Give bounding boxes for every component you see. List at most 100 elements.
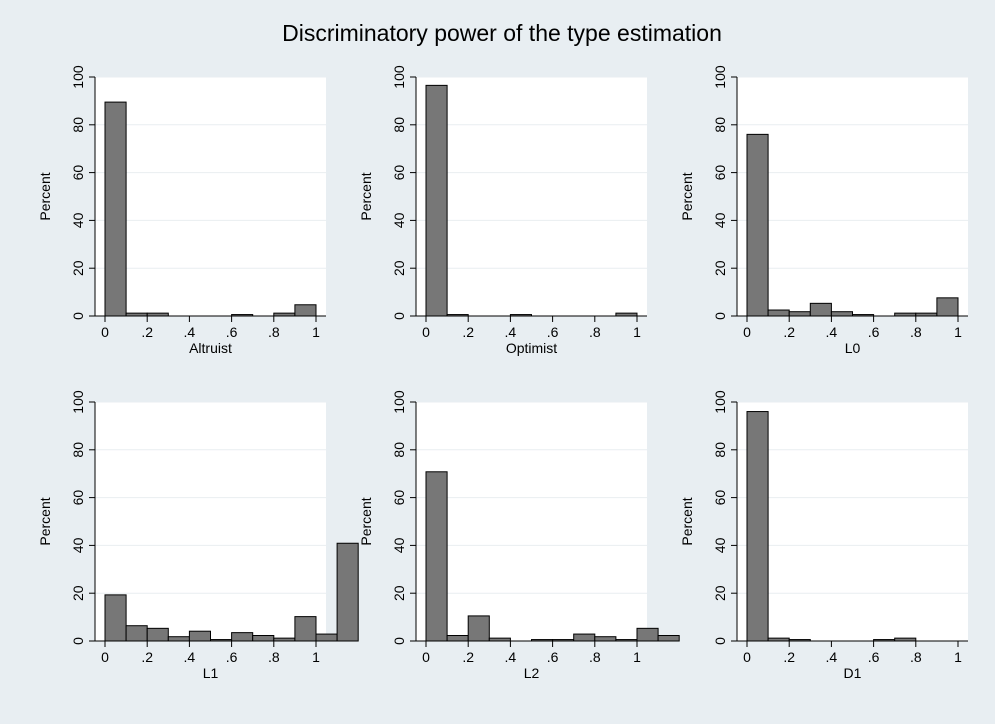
histogram-bar xyxy=(594,636,617,642)
x-tick-label: .2 xyxy=(462,649,474,665)
y-tick-label: 40 xyxy=(712,212,728,228)
plot-area xyxy=(737,402,968,641)
x-tick-label: .4 xyxy=(184,324,196,340)
histogram-bar xyxy=(425,471,448,642)
x-tick-label: .8 xyxy=(268,324,280,340)
x-tick-label: 1 xyxy=(633,324,641,340)
histogram-bar xyxy=(315,633,338,642)
x-tick-label: 0 xyxy=(422,649,430,665)
x-tick-label: .8 xyxy=(589,324,601,340)
x-tick-label: .2 xyxy=(141,649,153,665)
y-axis-label: Percent xyxy=(679,172,695,220)
plot-area xyxy=(416,77,647,316)
y-tick-label: 0 xyxy=(70,312,86,320)
x-tick-label: 1 xyxy=(954,649,962,665)
y-axis-label: Percent xyxy=(37,497,53,545)
histogram-bar xyxy=(425,84,448,317)
y-tick-label: 20 xyxy=(391,260,407,276)
histogram-bar xyxy=(146,627,169,642)
x-tick-label: .6 xyxy=(547,324,559,340)
y-tick-label: 60 xyxy=(712,165,728,181)
y-tick-label: 80 xyxy=(391,117,407,133)
plot-area xyxy=(95,402,326,641)
histogram-bar xyxy=(830,311,854,317)
y-axis-label: Percent xyxy=(358,497,374,545)
y-tick-label: 20 xyxy=(712,260,728,276)
y-tick-label: 60 xyxy=(391,490,407,506)
panel-l2: 0 20 40 60 80 100 0 .2 .4 .6 .8 1 L2 Percent xyxy=(358,390,680,681)
histogram-bar xyxy=(657,635,680,642)
y-tick-label: 80 xyxy=(70,117,86,133)
histogram-bar xyxy=(104,594,127,642)
y-tick-label: 100 xyxy=(712,65,728,89)
y-tick-label: 0 xyxy=(391,637,407,645)
histogram-bar xyxy=(746,133,769,317)
x-tick-label: 1 xyxy=(312,324,320,340)
y-tick-label: 80 xyxy=(391,442,407,458)
x-tick-label: 0 xyxy=(422,324,430,340)
figure-title: Discriminatory power of the type estimat… xyxy=(282,20,722,46)
histogram-bar xyxy=(104,101,127,317)
y-tick-label: 60 xyxy=(70,490,86,506)
y-tick-label: 80 xyxy=(70,442,86,458)
x-tick-label: .4 xyxy=(505,324,517,340)
histogram-bar xyxy=(336,542,359,642)
x-axis-label: L2 xyxy=(524,665,540,681)
y-tick-label: 40 xyxy=(70,212,86,228)
histogram-bar xyxy=(746,411,769,642)
x-tick-label: 0 xyxy=(743,324,751,340)
x-tick-label: .6 xyxy=(226,324,238,340)
x-axis-label: Altruist xyxy=(189,340,232,356)
x-tick-label: .6 xyxy=(868,324,880,340)
x-axis-label: L1 xyxy=(203,665,219,681)
y-tick-label: 20 xyxy=(70,585,86,601)
y-tick-label: 0 xyxy=(712,637,728,645)
x-axis-label: Optimist xyxy=(506,340,557,356)
histogram-bar xyxy=(788,311,811,317)
histogram-bar xyxy=(252,635,275,642)
x-tick-label: .4 xyxy=(826,649,838,665)
x-tick-label: .2 xyxy=(783,324,795,340)
panel-altruist: 0 20 40 60 80 100 0 .2 .4 .6 .8 1 Altruist Percent xyxy=(37,65,326,356)
y-tick-label: 40 xyxy=(391,537,407,553)
histogram-bar xyxy=(446,635,469,642)
x-tick-label: 0 xyxy=(743,649,751,665)
x-tick-label: .4 xyxy=(505,649,517,665)
x-tick-label: .8 xyxy=(589,649,601,665)
y-tick-label: 40 xyxy=(712,537,728,553)
y-tick-label: 0 xyxy=(391,312,407,320)
plot-area xyxy=(737,77,968,316)
y-tick-label: 80 xyxy=(712,442,728,458)
y-tick-label: 20 xyxy=(391,585,407,601)
x-tick-label: 0 xyxy=(101,649,109,665)
histogram-bar xyxy=(188,630,211,642)
x-tick-label: .6 xyxy=(547,649,559,665)
x-tick-label: .8 xyxy=(910,324,922,340)
histogram-bar xyxy=(936,297,959,317)
histogram-bar xyxy=(294,304,317,317)
x-tick-label: .8 xyxy=(268,649,280,665)
x-tick-label: .2 xyxy=(141,324,153,340)
y-tick-label: 20 xyxy=(70,260,86,276)
plot-area xyxy=(416,402,647,641)
panel-l0: 0 20 40 60 80 100 0 .2 .4 .6 .8 1 L0 Percent xyxy=(679,65,968,356)
x-tick-label: 1 xyxy=(954,324,962,340)
y-tick-label: 60 xyxy=(70,165,86,181)
x-tick-label: .4 xyxy=(184,649,196,665)
x-tick-label: 1 xyxy=(633,649,641,665)
x-tick-label: .4 xyxy=(826,324,838,340)
y-tick-label: 0 xyxy=(70,637,86,645)
histogram-bar xyxy=(767,309,790,317)
y-axis-label: Percent xyxy=(358,172,374,220)
y-tick-label: 100 xyxy=(391,390,407,414)
y-tick-label: 20 xyxy=(712,585,728,601)
y-tick-label: 40 xyxy=(391,212,407,228)
x-tick-label: .6 xyxy=(226,649,238,665)
x-axis-label: L0 xyxy=(845,340,861,356)
histogram-bar xyxy=(125,625,148,642)
x-tick-label: .8 xyxy=(910,649,922,665)
y-tick-label: 100 xyxy=(70,65,86,89)
y-tick-label: 40 xyxy=(70,537,86,553)
